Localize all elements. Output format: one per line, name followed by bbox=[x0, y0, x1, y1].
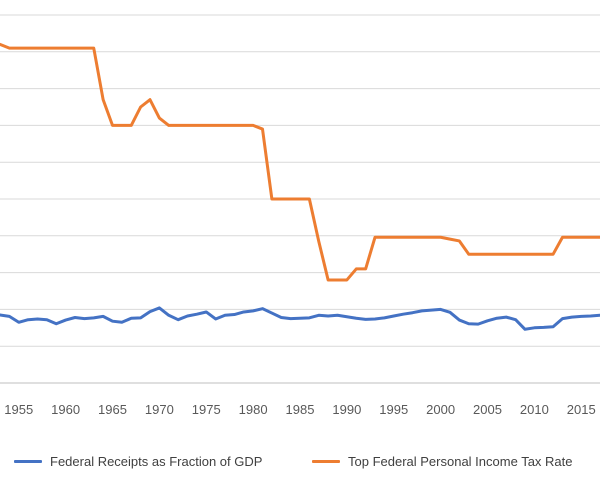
x-tick-label: 1980 bbox=[239, 402, 268, 417]
x-tick-label: 1995 bbox=[379, 402, 408, 417]
x-tick-label: 1985 bbox=[286, 402, 315, 417]
series-line-receipts bbox=[0, 306, 600, 331]
legend-item-tax-rate: Top Federal Personal Income Tax Rate bbox=[312, 450, 573, 472]
x-tick-label: 1955 bbox=[4, 402, 33, 417]
x-axis: 1955 1960 1965 1970 1975 1980 1985 1990 1995 2000… bbox=[4, 402, 595, 417]
legend-item-receipts: Federal Receipts as Fraction of GDP bbox=[14, 450, 262, 472]
x-tick-label: 2000 bbox=[426, 402, 455, 417]
legend-label-receipts: Federal Receipts as Fraction of GDP bbox=[50, 453, 263, 469]
x-tick-label: 1965 bbox=[98, 402, 127, 417]
x-tick-label: 1970 bbox=[145, 402, 174, 417]
legend-swatch-receipts bbox=[14, 459, 42, 463]
x-tick-label: 2005 bbox=[473, 402, 502, 417]
legend-swatch-tax-rate bbox=[312, 459, 340, 463]
x-tick-label: 1990 bbox=[332, 402, 361, 417]
legend-label-tax-rate: Top Federal Personal Income Tax Rate bbox=[348, 453, 573, 469]
x-tick-label: 1960 bbox=[51, 402, 80, 417]
legend: Federal Receipts as Fraction of GDP Top … bbox=[0, 450, 600, 472]
x-tick-label: 2015 bbox=[567, 402, 596, 417]
x-tick-label: 2010 bbox=[520, 402, 549, 417]
x-tick-label: 1975 bbox=[192, 402, 221, 417]
series-lines bbox=[0, 42, 600, 331]
series-line-tax-rate bbox=[0, 42, 600, 282]
